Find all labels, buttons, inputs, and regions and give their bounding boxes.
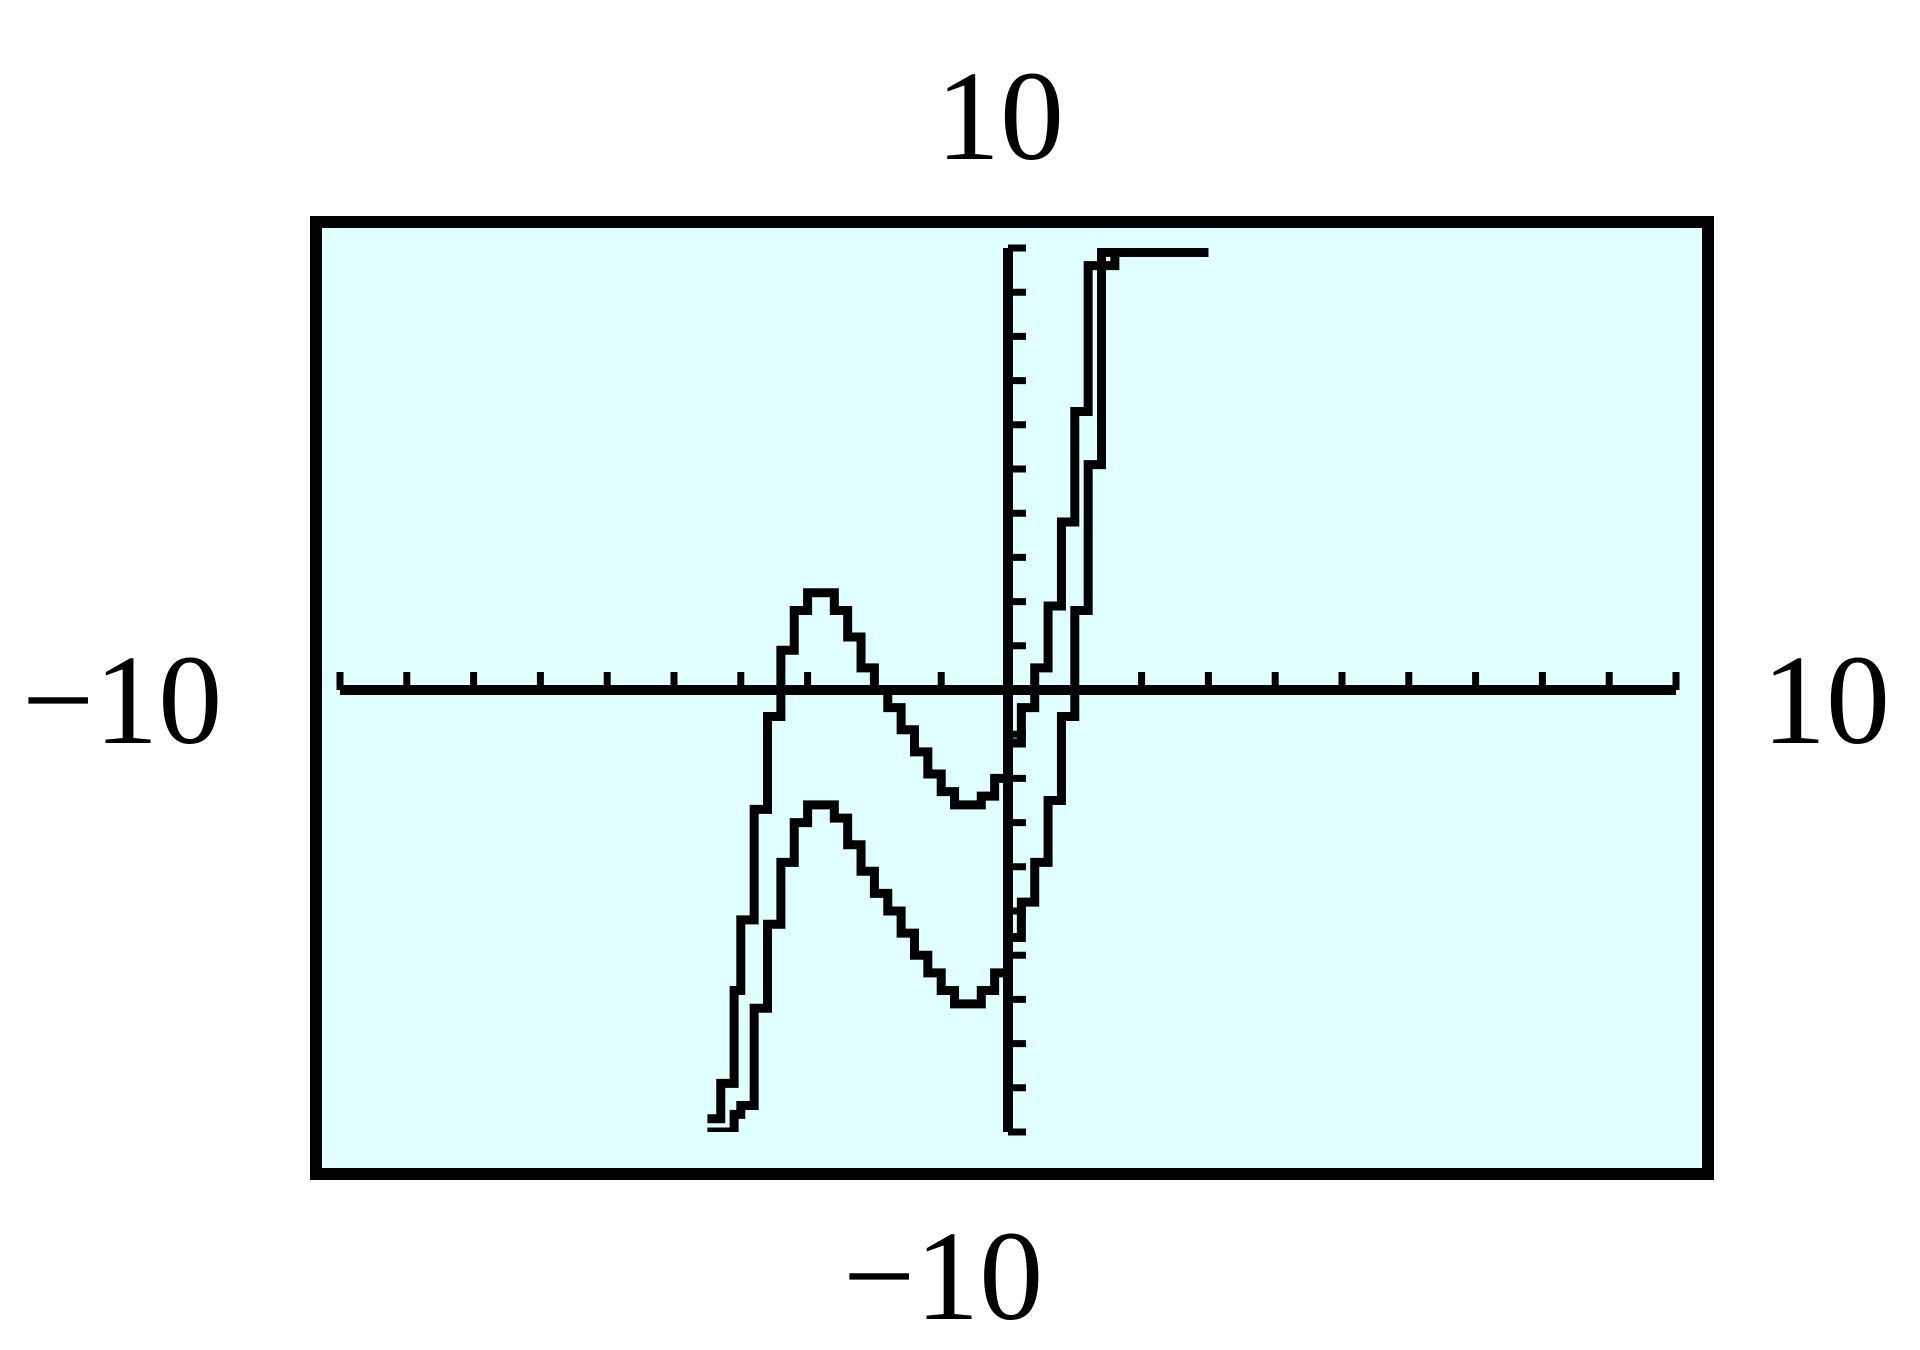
xmin-label: −10 <box>22 629 223 771</box>
ymin-label: −10 <box>843 1205 1044 1347</box>
curve-2 <box>707 248 1209 1132</box>
xmax-label: 10 <box>1762 629 1890 771</box>
ymax-label: 10 <box>936 45 1064 187</box>
curve-1 <box>707 248 1209 1124</box>
